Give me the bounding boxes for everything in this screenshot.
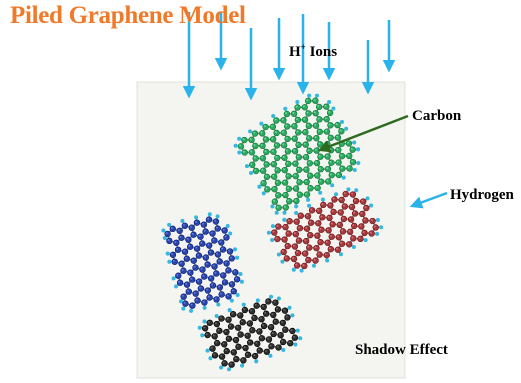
red-graphene-sheet-carbon-atoms xyxy=(271,190,379,270)
black-graphene-sheet xyxy=(197,294,303,372)
green-graphene-sheet-carbon-atoms xyxy=(237,97,357,211)
ions-label-charge: + xyxy=(300,42,306,52)
hydrogen-pointer-arrow xyxy=(409,191,448,209)
ions-label: H+ Ions xyxy=(289,42,337,61)
graphene-sheets xyxy=(161,93,384,372)
ions-label-prefix: H xyxy=(289,44,301,60)
black-graphene-sheet-carbon-atoms xyxy=(201,298,299,368)
hydrogen-label: Hydrogen xyxy=(450,187,514,203)
red-graphene-sheet-hydrogen-atoms xyxy=(266,187,384,273)
green-graphene-sheet xyxy=(233,93,361,215)
red-graphene-sheet xyxy=(266,187,384,273)
ions-label-suffix: Ions xyxy=(305,44,338,60)
carbon-pointer-arrow xyxy=(317,114,409,153)
blue-graphene-sheet-carbon-atoms xyxy=(164,216,241,309)
carbon-label: Carbon xyxy=(412,108,462,124)
ion-arrows xyxy=(182,12,396,101)
shadow-effect-label: Shadow Effect xyxy=(355,342,448,358)
diagram-title: Piled Graphene Model xyxy=(10,2,246,29)
blue-graphene-sheet xyxy=(161,212,244,313)
